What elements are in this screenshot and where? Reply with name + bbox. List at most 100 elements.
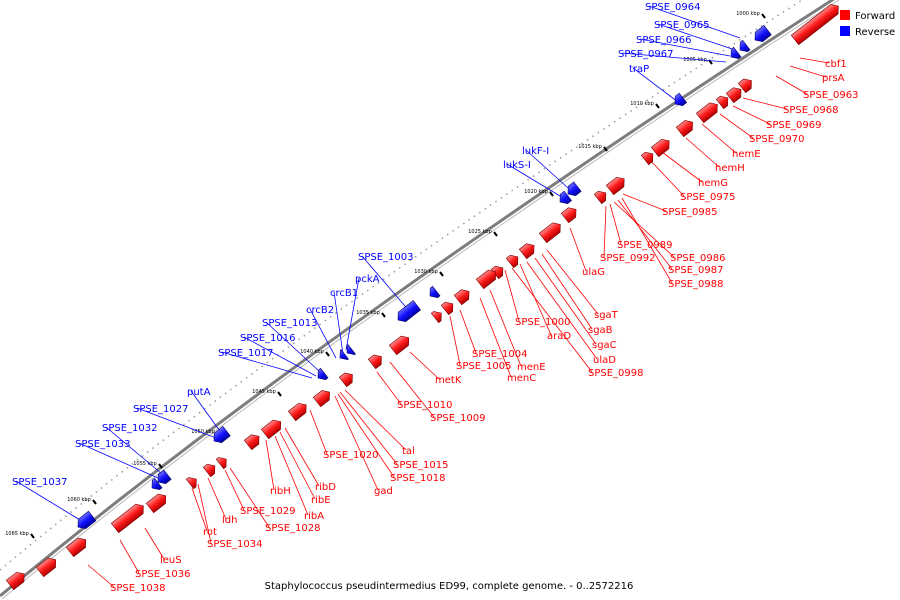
gene-label-spse-1037[interactable]: SPSE_1037 [12,477,68,488]
gene-label-crcb1[interactable]: crcB1 [330,288,358,299]
gene-label-spse-0998[interactable]: SPSE_0998 [588,368,644,379]
gene-reverse-12[interactable] [154,469,172,487]
gene-reverse-3[interactable] [671,92,687,109]
gene-label-rot[interactable]: rot [203,527,217,538]
gene-label-lukf-i[interactable]: lukF-I [522,146,549,157]
gene-forward-27[interactable] [202,461,218,478]
gene-forward-3[interactable] [715,93,731,110]
gene-forward-33[interactable] [5,569,28,591]
gene-forward-16[interactable] [453,287,472,306]
gene-label-sgab[interactable]: sgaB [588,325,613,336]
gene-forward-9[interactable] [593,188,609,205]
gene-forward-31[interactable] [65,535,89,558]
gene-reverse-9[interactable] [343,344,356,358]
gene-forward-1[interactable] [725,85,744,104]
gene-reverse-1[interactable] [736,39,751,54]
gene-forward-8[interactable] [605,174,628,196]
gene-label-ribe[interactable]: ribE [311,495,331,506]
gene-label-ulad[interactable]: ulaD [593,355,616,366]
gene-label-spse-1004[interactable]: SPSE_1004 [472,349,528,360]
gene-label-metk[interactable]: metK [435,375,462,386]
gene-forward-24[interactable] [260,417,284,440]
gene-label-spse-1034[interactable]: SPSE_1034 [207,539,263,550]
gene-label-spse-1032[interactable]: SPSE_1032 [102,423,158,434]
gene-forward-26[interactable] [215,454,230,470]
gene-label-spse-0988[interactable]: SPSE_0988 [668,279,724,290]
gene-forward-22[interactable] [312,387,333,408]
gene-forward-13[interactable] [505,252,521,269]
gene-label-pcka[interactable]: pckA [355,274,380,285]
gene-reverse-11[interactable] [210,426,231,445]
gene-label-riba[interactable]: ribA [304,511,324,522]
gene-reverse-10[interactable] [314,367,329,382]
gene-label-spse-1027[interactable]: SPSE_1027 [133,404,189,415]
gene-label-spse-0986[interactable]: SPSE_0986 [670,253,726,264]
gene-label-luks-i[interactable]: lukS-I [503,160,531,171]
gene-forward-23[interactable] [287,400,310,422]
gene-reverse-5[interactable] [564,181,582,199]
gene-label-spse-0967[interactable]: SPSE_0967 [618,49,674,60]
gene-forward-7[interactable] [640,149,656,166]
gene-forward-4[interactable] [695,100,721,124]
gene-label-spse-0989[interactable]: SPSE_0989 [617,240,673,251]
gene-forward-11[interactable] [538,220,564,244]
gene-label-leus[interactable]: leuS [160,555,182,566]
gene-label-spse-1036[interactable]: SPSE_1036 [135,569,191,580]
gene-reverse-8[interactable] [336,349,349,363]
gene-label-spse-0966[interactable]: SPSE_0966 [636,35,692,46]
gene-label-spse-1020[interactable]: SPSE_1020 [323,450,379,461]
gene-forward-5[interactable] [675,117,696,138]
gene-label-spse-0970[interactable]: SPSE_0970 [749,134,805,145]
gene-label-sgac[interactable]: sgaC [592,340,617,351]
gene-label-tal[interactable]: tal [402,446,415,457]
gene-label-spse-1017[interactable]: SPSE_1017 [218,348,274,359]
gene-label-hemh[interactable]: hemH [715,163,745,174]
gene-label-spse-1029[interactable]: SPSE_1029 [240,506,296,517]
gene-label-sgat[interactable]: sgaT [594,310,619,321]
gene-label-cbf1[interactable]: cbf1 [825,59,847,70]
gene-label-spse-0963[interactable]: SPSE_0963 [803,90,859,101]
gene-forward-21[interactable] [338,370,356,388]
gene-label-spse-1010[interactable]: SPSE_1010 [397,400,453,411]
gene-reverse-4[interactable] [556,190,572,207]
gene-forward-14[interactable] [490,263,506,280]
gene-forward-32[interactable] [35,555,59,578]
gene-label-prsa[interactable]: prsA [822,73,845,84]
gene-reverse-0[interactable] [751,25,772,44]
gene-label-spse-0965[interactable]: SPSE_0965 [654,20,710,31]
gene-label-spse-1015[interactable]: SPSE_1015 [393,460,449,471]
gene-forward-12[interactable] [518,241,537,260]
gene-label-arad[interactable]: araD [547,331,571,342]
gene-label-crcb2[interactable]: crcB2 [306,305,334,316]
gene-label-spse-1013[interactable]: SPSE_1013 [262,318,318,329]
gene-label-spse-0985[interactable]: SPSE_0985 [662,207,718,218]
gene-label-gad[interactable]: gad [374,486,393,497]
gene-reverse-6[interactable] [394,300,422,324]
gene-forward-10[interactable] [560,205,579,224]
gene-forward-2[interactable] [737,76,755,94]
gene-label-spse-0964[interactable]: SPSE_0964 [645,2,701,13]
gene-label-mene[interactable]: menE [517,362,546,373]
gene-label-spse-1003[interactable]: SPSE_1003 [358,252,414,263]
gene-forward-17[interactable] [440,299,456,316]
gene-label-spse-0992[interactable]: SPSE_0992 [600,253,656,264]
gene-reverse-13[interactable] [148,477,163,492]
gene-forward-25[interactable] [243,432,262,451]
gene-label-ulag[interactable]: ulaG [582,267,605,278]
gene-label-spse-1005[interactable]: SPSE_1005 [456,361,512,372]
gene-label-spse-0969[interactable]: SPSE_0969 [766,120,822,131]
gene-forward-6[interactable] [650,136,673,158]
gene-label-trap[interactable]: traP [629,64,649,75]
gene-label-ribh[interactable]: ribH [270,486,291,497]
gene-forward-29[interactable] [145,491,169,514]
gene-label-spse-1000[interactable]: SPSE_1000 [515,317,571,328]
gene-forward-30[interactable] [110,501,147,534]
gene-label-spse-1033[interactable]: SPSE_1033 [75,439,131,450]
gene-forward-15[interactable] [475,267,499,290]
gene-forward-20[interactable] [367,352,385,370]
gene-label-spse-0987[interactable]: SPSE_0987 [668,265,724,276]
gene-label-spse-1028[interactable]: SPSE_1028 [265,523,321,534]
gene-forward-18[interactable] [430,308,445,324]
gene-label-puta[interactable]: putA [187,387,211,398]
gene-forward-0[interactable] [790,1,842,46]
